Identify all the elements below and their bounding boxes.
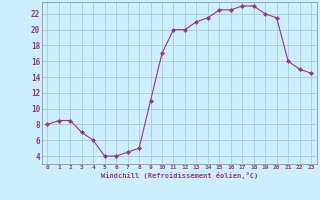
- X-axis label: Windchill (Refroidissement éolien,°C): Windchill (Refroidissement éolien,°C): [100, 172, 258, 179]
